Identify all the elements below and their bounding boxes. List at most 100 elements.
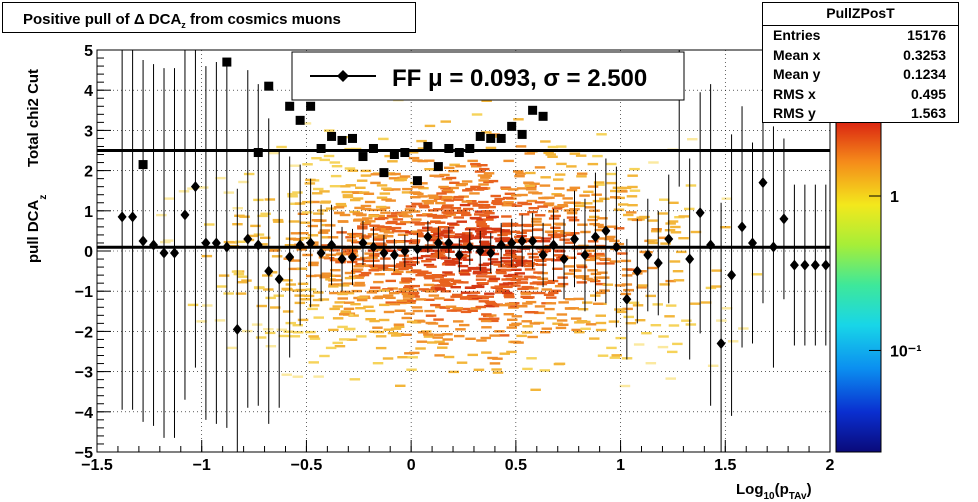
density-cell bbox=[487, 258, 499, 261]
density-cell bbox=[385, 296, 396, 300]
density-cell bbox=[511, 322, 522, 325]
density-cell bbox=[459, 254, 470, 258]
density-cell bbox=[665, 279, 676, 283]
density-cell bbox=[463, 234, 474, 237]
x-tick-label: −1.5 bbox=[81, 457, 113, 474]
density-cell bbox=[282, 310, 294, 313]
density-cell bbox=[364, 252, 375, 255]
density-cell bbox=[343, 282, 354, 285]
density-cell bbox=[375, 205, 387, 209]
density-cell bbox=[516, 187, 528, 190]
density-cell bbox=[477, 270, 488, 274]
density-cell bbox=[511, 259, 522, 262]
density-cell bbox=[387, 220, 398, 224]
density-cell bbox=[539, 184, 551, 187]
density-cell bbox=[474, 213, 485, 216]
density-cell bbox=[632, 304, 644, 307]
mean-point bbox=[201, 237, 211, 249]
density-cell bbox=[547, 279, 559, 283]
density-cell bbox=[478, 206, 489, 209]
density-cell bbox=[531, 192, 543, 195]
density-cell bbox=[338, 284, 350, 287]
density-cell bbox=[485, 302, 497, 305]
density-cell bbox=[751, 273, 763, 276]
mean-point bbox=[496, 239, 506, 251]
density-cell bbox=[308, 304, 320, 307]
grid bbox=[97, 50, 830, 452]
density-cell bbox=[427, 322, 439, 325]
density-cell bbox=[476, 233, 487, 236]
density-cell bbox=[362, 259, 374, 263]
density-cell bbox=[606, 162, 617, 166]
density-cell bbox=[504, 192, 516, 195]
density-cell bbox=[525, 171, 536, 175]
density-cell bbox=[363, 192, 375, 195]
density-cell bbox=[397, 356, 408, 359]
density-cell bbox=[440, 283, 451, 286]
density-cell bbox=[337, 325, 348, 329]
density-cell bbox=[546, 317, 557, 320]
density-cell bbox=[367, 208, 378, 212]
density-cell bbox=[478, 297, 489, 300]
density-cell bbox=[576, 281, 588, 284]
density-cell bbox=[551, 207, 563, 210]
density-cell bbox=[537, 205, 548, 208]
density-cell bbox=[676, 250, 687, 254]
density-cell bbox=[609, 239, 620, 243]
density-cell bbox=[323, 154, 335, 158]
density-cell bbox=[488, 319, 499, 323]
rms-point bbox=[222, 57, 232, 67]
density-cell bbox=[424, 309, 435, 313]
density-cell bbox=[659, 283, 670, 286]
density-cell bbox=[409, 261, 420, 264]
density-cell bbox=[367, 256, 378, 259]
density-cell bbox=[407, 151, 419, 154]
density-cell bbox=[395, 290, 406, 294]
density-cell bbox=[345, 184, 356, 187]
density-cell bbox=[479, 240, 490, 243]
density-cell bbox=[333, 206, 345, 209]
density-cell bbox=[409, 284, 420, 288]
density-cell bbox=[355, 307, 366, 310]
density-cell bbox=[341, 190, 352, 194]
density-cell bbox=[517, 305, 528, 308]
density-cell bbox=[620, 259, 632, 263]
density-cell bbox=[353, 219, 364, 222]
density-cell bbox=[325, 346, 337, 350]
density-cell bbox=[423, 335, 435, 338]
density-cell bbox=[411, 202, 422, 206]
density-cell bbox=[412, 159, 423, 162]
density-cell bbox=[359, 256, 371, 260]
density-cell bbox=[415, 298, 427, 301]
density-cell bbox=[476, 266, 487, 270]
density-cell bbox=[459, 211, 471, 215]
density-cell bbox=[524, 184, 536, 188]
density-cell bbox=[390, 327, 402, 330]
density-cell bbox=[395, 211, 406, 215]
density-cell bbox=[431, 214, 443, 218]
density-cell bbox=[453, 216, 464, 219]
density-cell bbox=[312, 192, 323, 195]
mean-point bbox=[243, 233, 253, 245]
density-cell bbox=[512, 224, 523, 227]
density-cell bbox=[472, 204, 483, 207]
density-cell bbox=[428, 294, 440, 297]
mean-point bbox=[211, 237, 221, 249]
density-cell bbox=[681, 319, 692, 322]
density-cell bbox=[340, 185, 351, 188]
density-cell bbox=[520, 292, 532, 295]
density-cell bbox=[300, 236, 311, 240]
density-cell bbox=[466, 295, 478, 298]
density-cell bbox=[499, 352, 510, 355]
density-cell bbox=[461, 269, 472, 272]
density-cell bbox=[441, 214, 452, 218]
density-cell bbox=[502, 196, 514, 200]
density-cell bbox=[403, 260, 414, 264]
mean-point bbox=[695, 207, 705, 219]
density-cell bbox=[356, 179, 368, 182]
density-cell bbox=[597, 354, 609, 357]
density-cell bbox=[476, 295, 487, 298]
density-cell bbox=[465, 187, 476, 191]
density-cell bbox=[410, 269, 422, 272]
density-cell bbox=[503, 274, 514, 277]
